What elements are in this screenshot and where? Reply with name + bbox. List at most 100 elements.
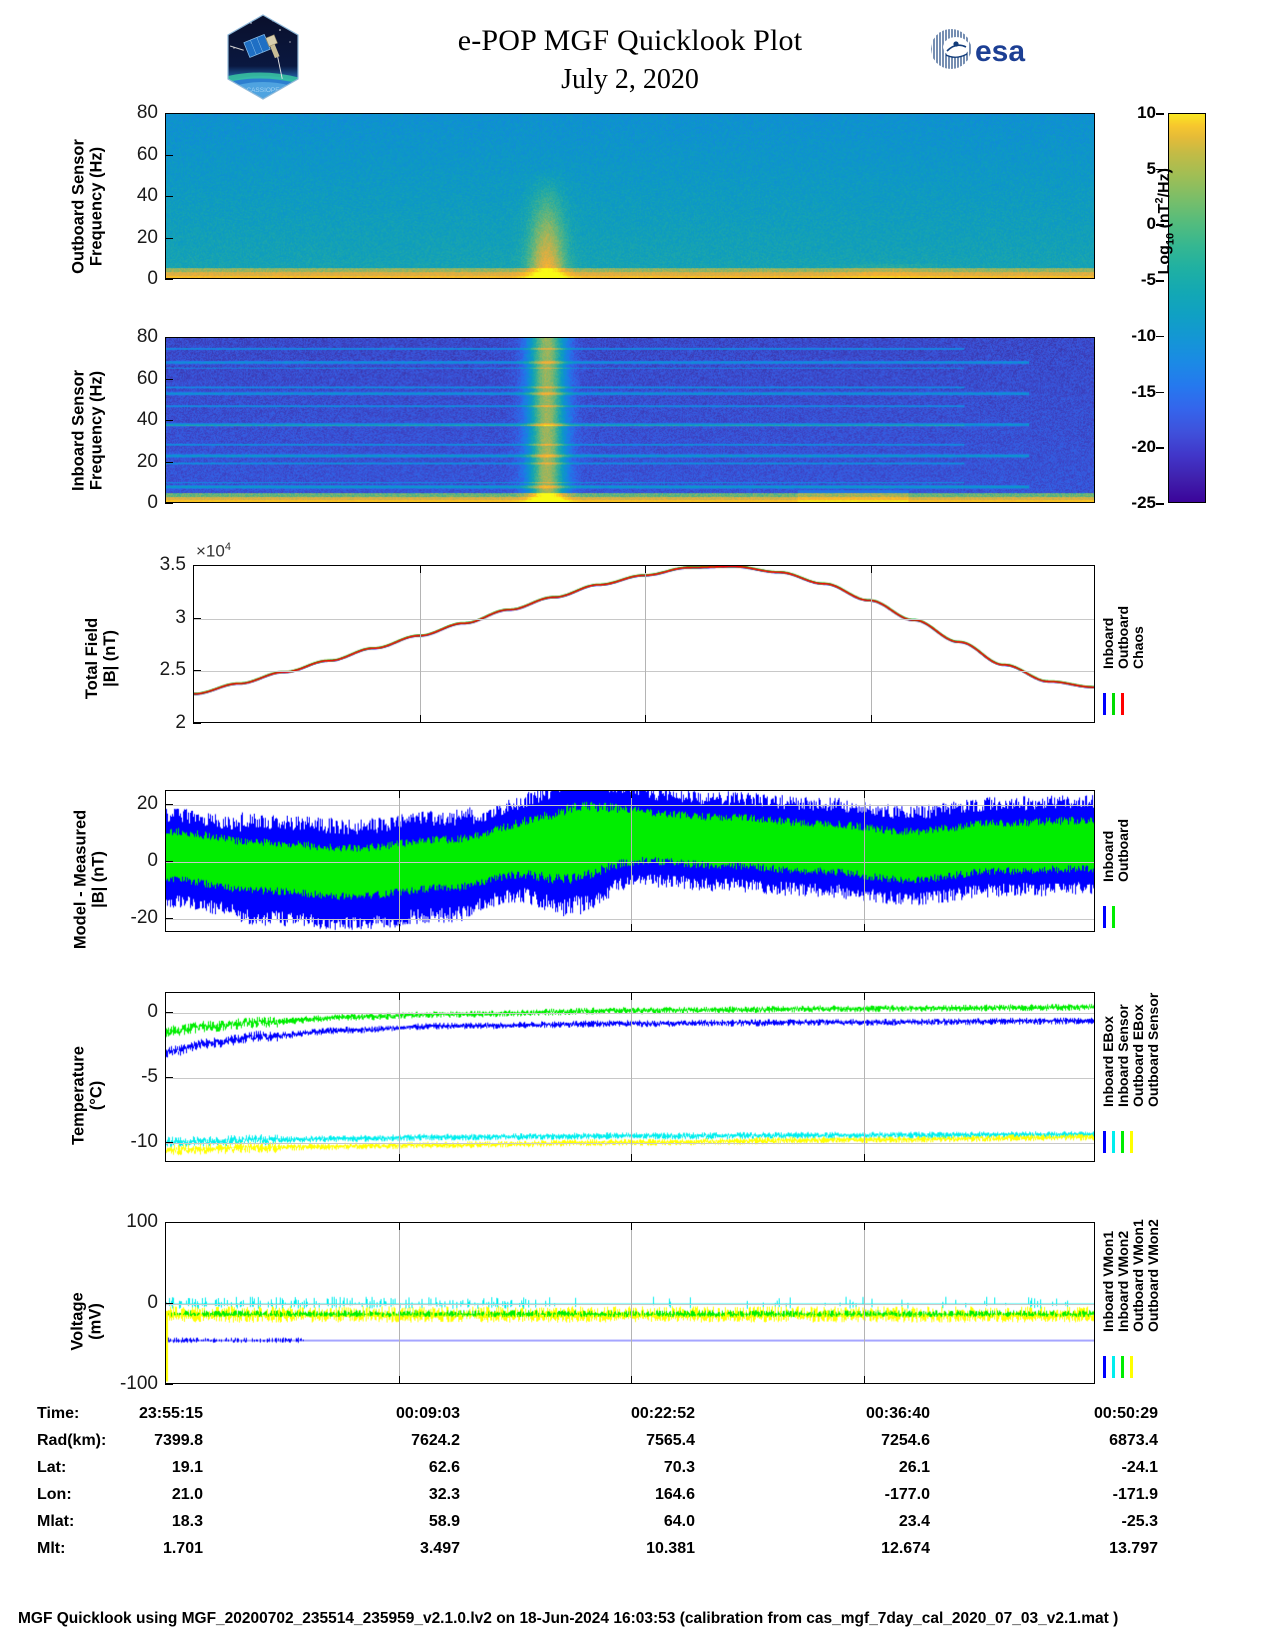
- table-row-label: Mlt:: [37, 1540, 66, 1557]
- legend-label: Chaos: [1130, 626, 1146, 669]
- x-tick-mark: [870, 566, 872, 573]
- legend-swatches: [1103, 906, 1115, 928]
- x-tick-mark: [631, 1376, 632, 1383]
- x-tick-mark: [631, 1223, 632, 1230]
- colorbar-tick-mark: [1156, 391, 1164, 394]
- vertical-gridline: [863, 1223, 865, 1383]
- voltage-yticks: 100 0 -100: [85, 1211, 173, 1394]
- legend-label: Inboard Sensor: [1115, 1004, 1131, 1107]
- inboard-sensor-spectrogram-panel[interactable]: [165, 337, 1095, 503]
- table-cell: 21.0: [171, 1486, 203, 1503]
- table-cell: 6873.4: [1109, 1432, 1158, 1449]
- temperature-panel[interactable]: [165, 992, 1095, 1162]
- x-tick-mark: [863, 993, 865, 1000]
- table-cell: 23.4: [898, 1513, 930, 1530]
- voltage-panel[interactable]: [165, 1222, 1095, 1384]
- temperature-yticks: 0 -5 -10: [100, 992, 173, 1162]
- x-tick-mark: [631, 1154, 632, 1161]
- table-row: Time: 23:55:15 00:09:03 00:22:52 00:36:40 00:…: [0, 1405, 1275, 1432]
- gridline: [166, 1143, 1094, 1145]
- colorbar-tick-mark: [1156, 503, 1164, 505]
- voltage-plot: [166, 1223, 1094, 1383]
- legend-swatch: [1103, 906, 1106, 928]
- table-row-label: Lat:: [37, 1459, 67, 1476]
- total-field-plot: [194, 566, 1094, 722]
- y-tick-label: 0: [147, 1292, 158, 1313]
- vertical-gridline: [863, 791, 865, 931]
- vertical-gridline: [870, 566, 872, 722]
- vertical-gridline: [398, 791, 400, 931]
- y-tick-label: -100: [119, 1373, 158, 1394]
- ephemeris-table: Time: 23:55:15 00:09:03 00:22:52 00:36:40 00:…: [0, 1405, 1275, 1567]
- y-tick-label: 20: [136, 450, 158, 472]
- x-tick-mark: [645, 566, 646, 573]
- y-tick-mark: [165, 461, 173, 463]
- table-row: Mlt: 1.701 3.497 10.381 12.674 13.797: [0, 1540, 1275, 1567]
- model-minus-measured-legend: Inboard Outboard: [1100, 800, 1150, 940]
- outboard-sensor-spectrogram-panel[interactable]: [165, 113, 1095, 279]
- table-row-label: Time:: [37, 1405, 80, 1422]
- table-cell: 7565.4: [646, 1432, 695, 1449]
- y-tick-mark: [165, 378, 173, 380]
- temperature-legend: Inboard EBox Inboard Sensor Outboard EBox O…: [1100, 993, 1195, 1165]
- page-subtitle-date: July 2, 2020: [561, 64, 699, 95]
- model-minus-measured-plot: [166, 791, 1094, 931]
- y-tick-mark: [165, 861, 173, 862]
- vertical-gridline: [398, 1223, 400, 1383]
- gridline: [166, 1078, 1094, 1079]
- page-title: e-POP MGF Quicklook Plot: [457, 24, 803, 57]
- table-cell: 00:50:29: [1093, 1405, 1158, 1422]
- vertical-gridline: [631, 791, 632, 931]
- total-field-ylabel: Total Field |B| (nT): [83, 617, 120, 700]
- temperature-plot: [166, 993, 1094, 1161]
- y-tick-mark: [165, 279, 173, 280]
- table-cell: 164.6: [654, 1486, 695, 1503]
- y-tick-mark: [165, 1142, 173, 1144]
- y-tick-mark: [165, 196, 173, 197]
- table-cell: 32.3: [428, 1486, 460, 1503]
- y-tick-mark: [165, 503, 173, 504]
- gridline: [166, 862, 1094, 863]
- x-tick-mark: [398, 791, 400, 798]
- y-tick-mark: [165, 154, 173, 156]
- colorbar-tick-label: -25: [1131, 493, 1156, 512]
- x-tick-mark: [419, 715, 421, 722]
- table-cell: -24.1: [1121, 1459, 1158, 1476]
- model-minus-measured-panel[interactable]: [165, 790, 1095, 932]
- vertical-gridline: [398, 993, 400, 1161]
- colorbar-axis-label: Log10 (nT2/Hz): [1153, 168, 1177, 275]
- x-tick-mark: [870, 715, 872, 722]
- y-tick-mark: [165, 1077, 173, 1078]
- table-cell: 3.497: [419, 1540, 460, 1557]
- legend-label: Outboard: [1115, 606, 1131, 669]
- y-tick-label: 20: [136, 226, 158, 248]
- table-row: Lat: 19.1 62.6 70.3 26.1 -24.1: [0, 1459, 1275, 1486]
- y-tick-mark: [165, 917, 173, 919]
- colorbar-gradient: [1168, 113, 1206, 503]
- x-tick-mark: [398, 1376, 400, 1383]
- x-tick-mark: [631, 924, 632, 931]
- colorbar-tick-mark: [1156, 280, 1164, 282]
- table-cell: 64.0: [663, 1513, 695, 1530]
- table-cell: 12.674: [881, 1540, 930, 1557]
- esa-wordmark: esa: [975, 35, 1025, 68]
- total-field-panel[interactable]: [193, 565, 1095, 723]
- legend-swatches: [1103, 1356, 1133, 1378]
- colorbar-tick-label: 0: [1146, 214, 1156, 234]
- vertical-gridline: [863, 993, 865, 1161]
- y-tick-label: 60: [136, 367, 158, 389]
- x-tick-mark: [398, 1154, 400, 1161]
- y-tick-mark: [165, 420, 173, 421]
- y-tick-label: 40: [136, 185, 158, 206]
- footer-caption: MGF Quicklook using MGF_20200702_235514_…: [18, 1610, 1119, 1627]
- table-row-label: Lon:: [37, 1486, 72, 1503]
- table-row: Rad(km): 7399.8 7624.2 7565.4 7254.6 6873.4: [0, 1432, 1275, 1459]
- colorbar-tick-mark: [1156, 224, 1164, 226]
- table-row: Mlat: 18.3 58.9 64.0 23.4 -25.3: [0, 1513, 1275, 1540]
- colorbar-tick-label: -15: [1131, 381, 1156, 401]
- y-tick-mark: [193, 723, 201, 724]
- legend-swatch: [1121, 1131, 1124, 1153]
- total-field-yticks: 3.5 3 2.5 2: [128, 554, 201, 733]
- table-row-label: Mlat:: [37, 1513, 75, 1530]
- legend-swatch: [1103, 1131, 1106, 1153]
